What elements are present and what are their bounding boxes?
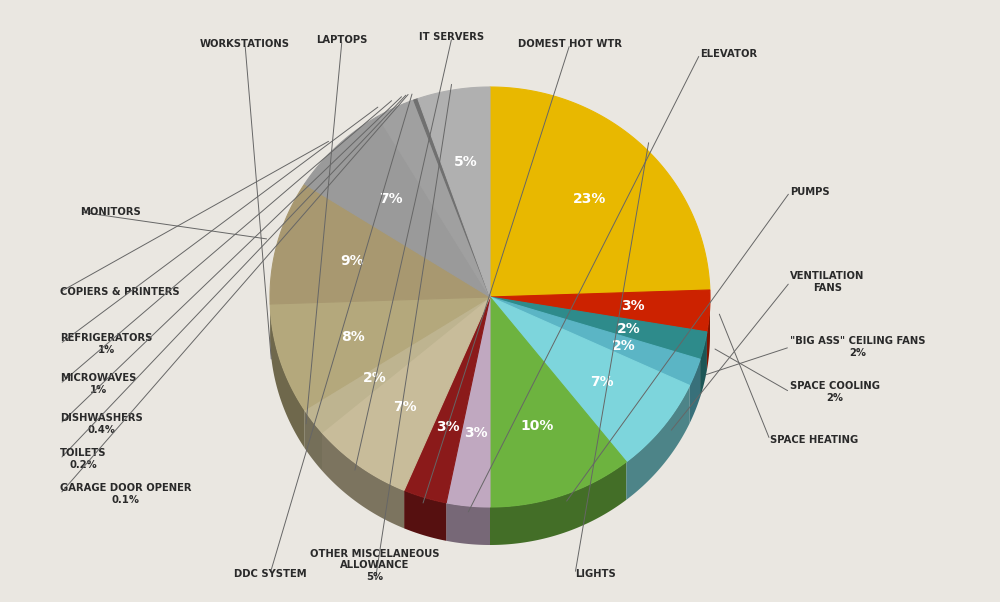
Polygon shape: [270, 297, 490, 410]
Text: 3%: 3%: [436, 420, 459, 435]
Polygon shape: [707, 298, 710, 370]
Polygon shape: [490, 462, 626, 545]
Polygon shape: [391, 104, 490, 297]
Text: MICROWAVES
1%: MICROWAVES 1%: [60, 373, 136, 395]
Polygon shape: [490, 290, 710, 332]
Text: 2%: 2%: [363, 371, 387, 385]
Polygon shape: [690, 359, 700, 423]
Text: DDC SYSTEM: DDC SYSTEM: [234, 569, 306, 579]
Text: COPIERS & PRINTERS: COPIERS & PRINTERS: [60, 287, 180, 297]
Text: 7%: 7%: [590, 374, 614, 389]
Text: 3%: 3%: [464, 426, 487, 440]
Polygon shape: [490, 297, 626, 507]
Polygon shape: [322, 433, 404, 529]
Text: 8%: 8%: [342, 330, 365, 344]
Polygon shape: [414, 99, 490, 297]
Polygon shape: [305, 410, 322, 471]
Text: OTHER MISCELANEOUS
ALLOWANCE
5%: OTHER MISCELANEOUS ALLOWANCE 5%: [310, 549, 440, 582]
Text: 23%: 23%: [573, 192, 606, 206]
Text: 9%: 9%: [340, 254, 364, 268]
Polygon shape: [490, 297, 700, 385]
Text: SPACE COOLING
2%: SPACE COOLING 2%: [790, 381, 880, 403]
Polygon shape: [490, 297, 707, 359]
Text: 10%: 10%: [520, 419, 554, 433]
Polygon shape: [700, 332, 707, 397]
Polygon shape: [490, 297, 690, 462]
Text: TOILETS
0.2%: TOILETS 0.2%: [60, 448, 106, 470]
Polygon shape: [404, 491, 446, 541]
Text: 5%: 5%: [454, 155, 478, 169]
Text: 2%: 2%: [612, 339, 635, 353]
Polygon shape: [626, 385, 690, 500]
Text: PUMPS: PUMPS: [790, 187, 830, 197]
Text: 7%: 7%: [393, 400, 417, 414]
Polygon shape: [412, 100, 490, 297]
Polygon shape: [490, 87, 710, 297]
Polygon shape: [270, 184, 490, 304]
Polygon shape: [305, 116, 490, 297]
Polygon shape: [446, 503, 490, 545]
Text: 3%: 3%: [621, 299, 644, 313]
Text: VENTILATION
FANS: VENTILATION FANS: [790, 271, 864, 293]
Text: 7%: 7%: [379, 192, 402, 206]
Polygon shape: [410, 101, 490, 297]
Polygon shape: [270, 304, 305, 448]
Text: DOMEST HOT WTR: DOMEST HOT WTR: [518, 39, 622, 49]
Text: MONITORS: MONITORS: [80, 207, 141, 217]
Text: LAPTOPS: LAPTOPS: [316, 35, 368, 45]
Text: WORKSTATIONS: WORKSTATIONS: [200, 39, 290, 49]
Text: ELEVATOR: ELEVATOR: [700, 49, 757, 59]
Text: "BIG ASS" CEILING FANS
2%: "BIG ASS" CEILING FANS 2%: [790, 336, 926, 358]
Text: DISHWASHERS
0.4%: DISHWASHERS 0.4%: [60, 413, 143, 435]
Text: LIGHTS: LIGHTS: [575, 569, 616, 579]
Text: 2%: 2%: [617, 321, 641, 336]
Polygon shape: [404, 102, 490, 297]
Text: GARAGE DOOR OPENER
0.1%: GARAGE DOOR OPENER 0.1%: [60, 483, 192, 505]
Text: REFRIGERATORS
1%: REFRIGERATORS 1%: [60, 333, 152, 355]
Polygon shape: [446, 297, 490, 507]
Polygon shape: [305, 297, 490, 433]
Polygon shape: [418, 87, 490, 297]
Text: SPACE HEATING: SPACE HEATING: [770, 435, 858, 445]
Polygon shape: [404, 297, 490, 503]
Polygon shape: [378, 110, 490, 297]
Polygon shape: [322, 297, 490, 491]
Text: IT SERVERS: IT SERVERS: [419, 32, 485, 42]
